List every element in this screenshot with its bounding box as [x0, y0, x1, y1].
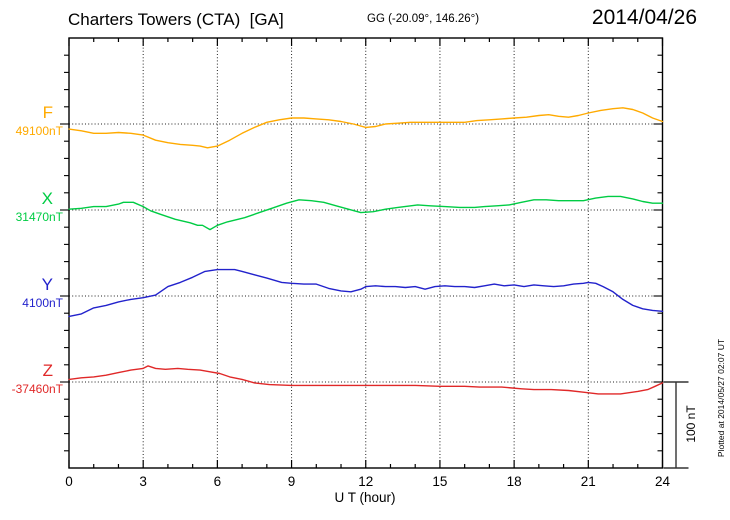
x-tick-label-9: 9: [287, 474, 296, 489]
series-label-F: F 49100nT: [0, 104, 63, 137]
series-letter-Z: Z: [42, 361, 53, 380]
x-tick-label-24: 24: [654, 474, 671, 489]
series-letter-X: X: [41, 189, 53, 208]
series-baseline-value-Z: -37460nT: [11, 382, 63, 396]
x-tick-label-3: 3: [139, 474, 147, 489]
trace-X: [68, 195, 664, 231]
x-tick-label-21: 21: [580, 474, 596, 489]
station-title: Charters Towers (CTA) [GA]: [68, 10, 284, 29]
trace-Z: [68, 365, 664, 395]
trace-Y: [68, 268, 664, 318]
x-tick-label-12: 12: [358, 474, 374, 489]
series-letter-Y: Y: [41, 275, 53, 294]
series-letter-F: F: [42, 103, 53, 122]
series-label-X: X 31470nT: [0, 190, 63, 223]
geographic-coordinates: GG (-20.09°, 146.26°): [367, 13, 480, 25]
x-tick-label-6: 6: [213, 474, 222, 489]
series-baseline-value-X: 31470nT: [15, 210, 63, 224]
series-label-Y: Y 4100nT: [0, 276, 63, 309]
x-axis-title: U T (hour): [334, 490, 396, 505]
series-baseline-value-Y: 4100nT: [22, 296, 63, 310]
series-label-Z: Z -37460nT: [0, 362, 63, 395]
trace-F: [68, 107, 664, 149]
series-baseline-value-F: 49100nT: [15, 124, 63, 138]
x-tick-label-15: 15: [432, 474, 448, 489]
scale-bar-label: 100 nT: [684, 405, 698, 443]
plotted-at-note: Plotted at 2014/05/27 02:07 UT: [716, 338, 726, 458]
x-tick-label-0: 0: [65, 474, 73, 489]
observation-date: 2014/04/26: [591, 6, 697, 29]
x-tick-label-18: 18: [506, 474, 522, 489]
